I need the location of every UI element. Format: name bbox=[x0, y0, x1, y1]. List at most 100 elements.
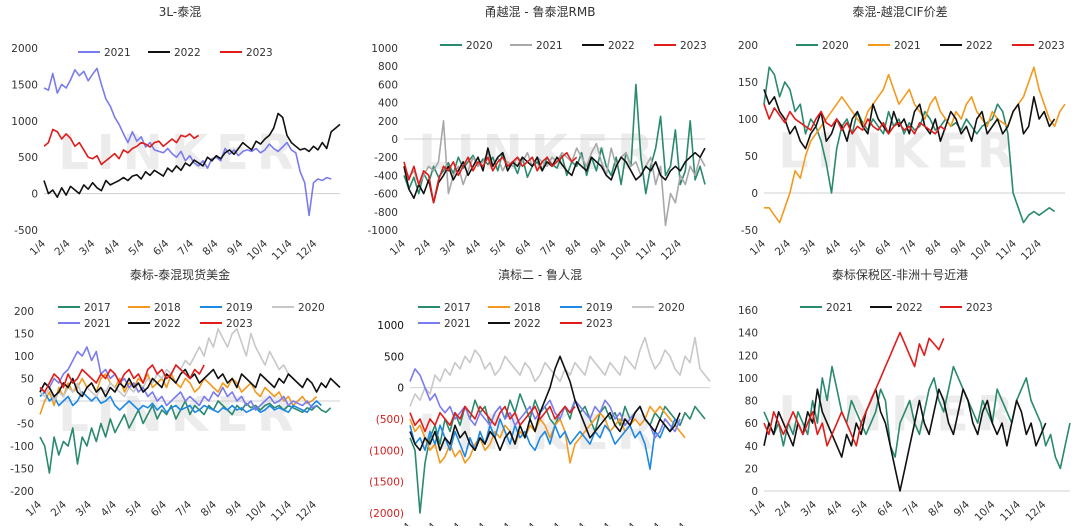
legend-item-2022[interactable]: 2022 bbox=[870, 302, 923, 314]
legend-item-2023[interactable]: 2023 bbox=[560, 318, 613, 330]
y-tick-label: 160 bbox=[738, 305, 758, 317]
x-tick-label: 9/4 bbox=[952, 498, 973, 519]
legend-item-2017[interactable]: 2017 bbox=[418, 302, 471, 314]
x-tick-label: 7/4 bbox=[538, 237, 559, 258]
chart-panel-c2: LINKER 甬越混 - 鲁泰混RMB 1000 800 600 400 200 0 -200-… bbox=[360, 0, 720, 263]
x-tick-label: 2/4 bbox=[773, 237, 794, 258]
legend-item-2021[interactable]: 2021 bbox=[868, 40, 921, 52]
legend-label: 2020 bbox=[658, 302, 685, 314]
y-tick-label: 0 bbox=[751, 188, 758, 200]
legend-item-2019[interactable]: 2019 bbox=[560, 302, 613, 314]
series-line-2022 bbox=[43, 112, 341, 198]
y-tick-label: 200 bbox=[738, 40, 758, 52]
x-tick-label: 6/4 bbox=[513, 237, 534, 258]
y-tick-label: 200 bbox=[378, 116, 398, 128]
legend-item-2021[interactable]: 2021 bbox=[800, 302, 853, 314]
chart-panel-c1: LINKER 3L-泰混 2000 1500 1000 500 0 -500 1/4 2/4 3/4… bbox=[0, 0, 360, 263]
x-tick-label: 2/4 bbox=[52, 237, 73, 258]
watermark-text: LINKER bbox=[58, 125, 302, 181]
x-tick-label: 6/4 bbox=[875, 498, 896, 519]
x-tick-label: 7/4 bbox=[901, 498, 922, 519]
legend-item-2017[interactable]: 2017 bbox=[58, 302, 111, 314]
legend-item-2018[interactable]: 2018 bbox=[128, 302, 181, 314]
x-tick-label: 1/4 bbox=[28, 237, 49, 258]
legend-item-2022[interactable]: 2022 bbox=[582, 40, 635, 52]
x-tick-label: 8/4 bbox=[199, 498, 220, 519]
x-tick-label: 3/4 bbox=[798, 237, 819, 258]
legend-item-2022[interactable]: 2022 bbox=[940, 40, 993, 52]
series-line-2022 bbox=[403, 147, 706, 204]
x-tick-label: 1/4 bbox=[748, 498, 769, 519]
y-tick-label: 1500 bbox=[11, 79, 38, 91]
y-tick-label: -150 bbox=[10, 464, 34, 476]
y-tick-label: 1000 bbox=[11, 116, 38, 128]
legend-item-2020[interactable]: 2020 bbox=[632, 302, 685, 314]
chart-title: 甬越混 - 鲁泰混RMB bbox=[485, 5, 596, 19]
legend-item-2022[interactable]: 2022 bbox=[488, 318, 541, 330]
series-line-2023 bbox=[763, 331, 945, 447]
series-line-2018 bbox=[409, 405, 686, 464]
y-tick-label: 1000 bbox=[377, 320, 404, 332]
x-tick-label: 5/4 bbox=[494, 520, 515, 526]
x-tick-label: 1/4 bbox=[24, 498, 45, 519]
legend-item-2020[interactable]: 2020 bbox=[440, 40, 493, 52]
x-tick-label: 12/4 bbox=[1023, 498, 1048, 523]
y-tick-label: 60 bbox=[745, 418, 758, 430]
legend-label: 2023 bbox=[226, 318, 253, 330]
x-tick-label: 3/4 bbox=[74, 498, 95, 519]
x-tick-label: 1/4 bbox=[748, 237, 769, 258]
legend-item-2020[interactable]: 2020 bbox=[796, 40, 849, 52]
x-tick-label: 4/4 bbox=[102, 237, 123, 258]
legend-item-2021[interactable]: 2021 bbox=[78, 47, 131, 59]
x-tick-label: 5/4 bbox=[126, 237, 147, 258]
legend-label: 2021 bbox=[444, 318, 471, 330]
legend-item-2019[interactable]: 2019 bbox=[200, 302, 253, 314]
chart-panel-c4: LINKER 泰标-泰混现货美金 200 150 100 50 0 -50 -100 -150 -2… bbox=[0, 263, 360, 526]
x-tick-label: 8/4 bbox=[569, 520, 590, 526]
x-tick-label: 7/4 bbox=[174, 498, 195, 519]
legend-item-2020[interactable]: 2020 bbox=[272, 302, 325, 314]
series-line-2021 bbox=[43, 67, 332, 217]
x-tick-label: 12/4 bbox=[664, 520, 689, 526]
legend-item-2023[interactable]: 2023 bbox=[654, 40, 707, 52]
legend-item-2021[interactable]: 2021 bbox=[510, 40, 563, 52]
y-tick-label: 150 bbox=[14, 329, 34, 341]
y-tick-label: 140 bbox=[738, 328, 758, 340]
y-tick-label: (1500) bbox=[369, 477, 404, 489]
x-tick-label: 12/4 bbox=[294, 498, 319, 523]
x-tick-label: 6/4 bbox=[151, 237, 172, 258]
legend-label: 2019 bbox=[226, 302, 253, 314]
legend-item-2018[interactable]: 2018 bbox=[488, 302, 541, 314]
legend-item-2023[interactable]: 2023 bbox=[940, 302, 993, 314]
legend-label: 2022 bbox=[174, 47, 201, 59]
legend-label: 2021 bbox=[826, 302, 853, 314]
y-tick-label: 800 bbox=[378, 61, 398, 73]
legend-label: 2021 bbox=[536, 40, 563, 52]
legend-label: 2020 bbox=[298, 302, 325, 314]
y-tick-label: 150 bbox=[738, 77, 758, 89]
y-tick-label: 2000 bbox=[11, 43, 38, 55]
legend-item-2022[interactable]: 2022 bbox=[148, 47, 201, 59]
legend-item-2023[interactable]: 2023 bbox=[220, 47, 273, 59]
x-tick-label: 5/4 bbox=[124, 498, 145, 519]
legend-item-2021[interactable]: 2021 bbox=[418, 318, 471, 330]
x-tick-label: 2/4 bbox=[413, 237, 434, 258]
legend-item-2022[interactable]: 2022 bbox=[128, 318, 181, 330]
y-tick-label: 0 bbox=[397, 383, 404, 395]
y-tick-label: 0 bbox=[751, 486, 758, 498]
watermark-text: LINKER bbox=[778, 387, 1022, 443]
y-tick-label: 120 bbox=[738, 350, 758, 362]
x-tick-label: 11/4 bbox=[998, 498, 1023, 523]
y-tick-label: 500 bbox=[384, 351, 404, 363]
legend-item-2023[interactable]: 2023 bbox=[1012, 40, 1065, 52]
series-line-2018 bbox=[39, 373, 318, 415]
legend-label: 2023 bbox=[1038, 40, 1065, 52]
legend-item-2023[interactable]: 2023 bbox=[200, 318, 253, 330]
x-tick-label: 3/4 bbox=[799, 498, 820, 519]
series-line-2023 bbox=[409, 405, 576, 433]
legend-item-2021[interactable]: 2021 bbox=[58, 318, 111, 330]
legend-label: 2017 bbox=[444, 302, 471, 314]
chart-panel-c5: LINKER 滇标二 - 鲁人混 1000 500 0 (500) (1000) (1500)… bbox=[360, 263, 720, 530]
legend-label: 2020 bbox=[822, 40, 849, 52]
